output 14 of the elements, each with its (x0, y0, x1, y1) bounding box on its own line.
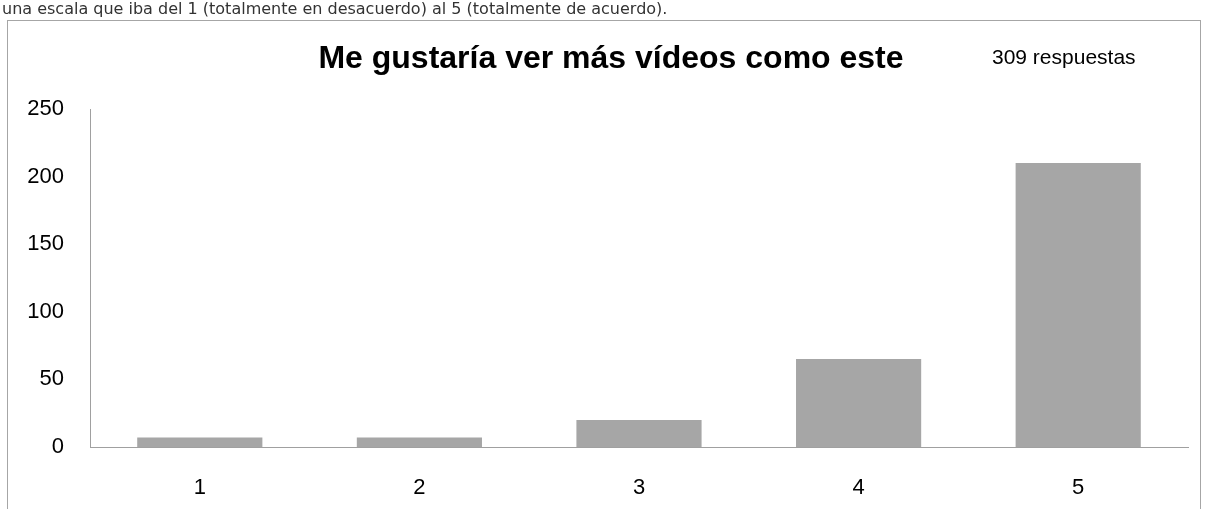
chart-subtitle: 309 respuestas (992, 45, 1136, 69)
x-tick-label: 5 (1072, 474, 1085, 500)
chart-title: Me gustaría ver más vídeos como este (318, 38, 904, 76)
y-tick-label: 200 (27, 162, 64, 188)
y-tick-label: 150 (27, 230, 64, 256)
y-tick-label: 0 (51, 433, 64, 459)
y-tick-label: 250 (27, 95, 64, 121)
y-tick-label: 50 (39, 365, 64, 391)
x-tick-label: 4 (852, 474, 865, 500)
text: una escala que iba del 1 (totalmente en desacuerdo) al 5 (totalmente de acuerdo). (2, 0, 668, 18)
y-tick-label: 100 (27, 297, 64, 323)
x-tick-label: 1 (193, 474, 206, 500)
x-tick-label: 3 (632, 474, 646, 500)
x-tick-label: 2 (413, 474, 426, 500)
